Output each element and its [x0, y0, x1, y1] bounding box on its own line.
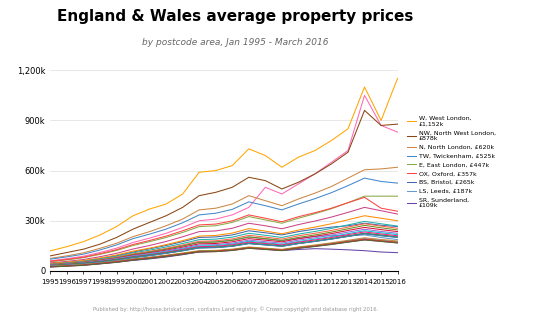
Text: England & Wales average property prices: England & Wales average property prices [57, 9, 413, 25]
Text: Published by: http://house.briskat.com, contains Land registry. © Crown copyrigh: Published by: http://house.briskat.com, … [92, 306, 378, 312]
Legend: W, West London,
£1,152k, NW, North West London,
£878k, N, North London, £620k, T: W, West London, £1,152k, NW, North West … [404, 114, 498, 211]
Text: by postcode area, Jan 1995 - March 2016: by postcode area, Jan 1995 - March 2016 [142, 38, 329, 47]
